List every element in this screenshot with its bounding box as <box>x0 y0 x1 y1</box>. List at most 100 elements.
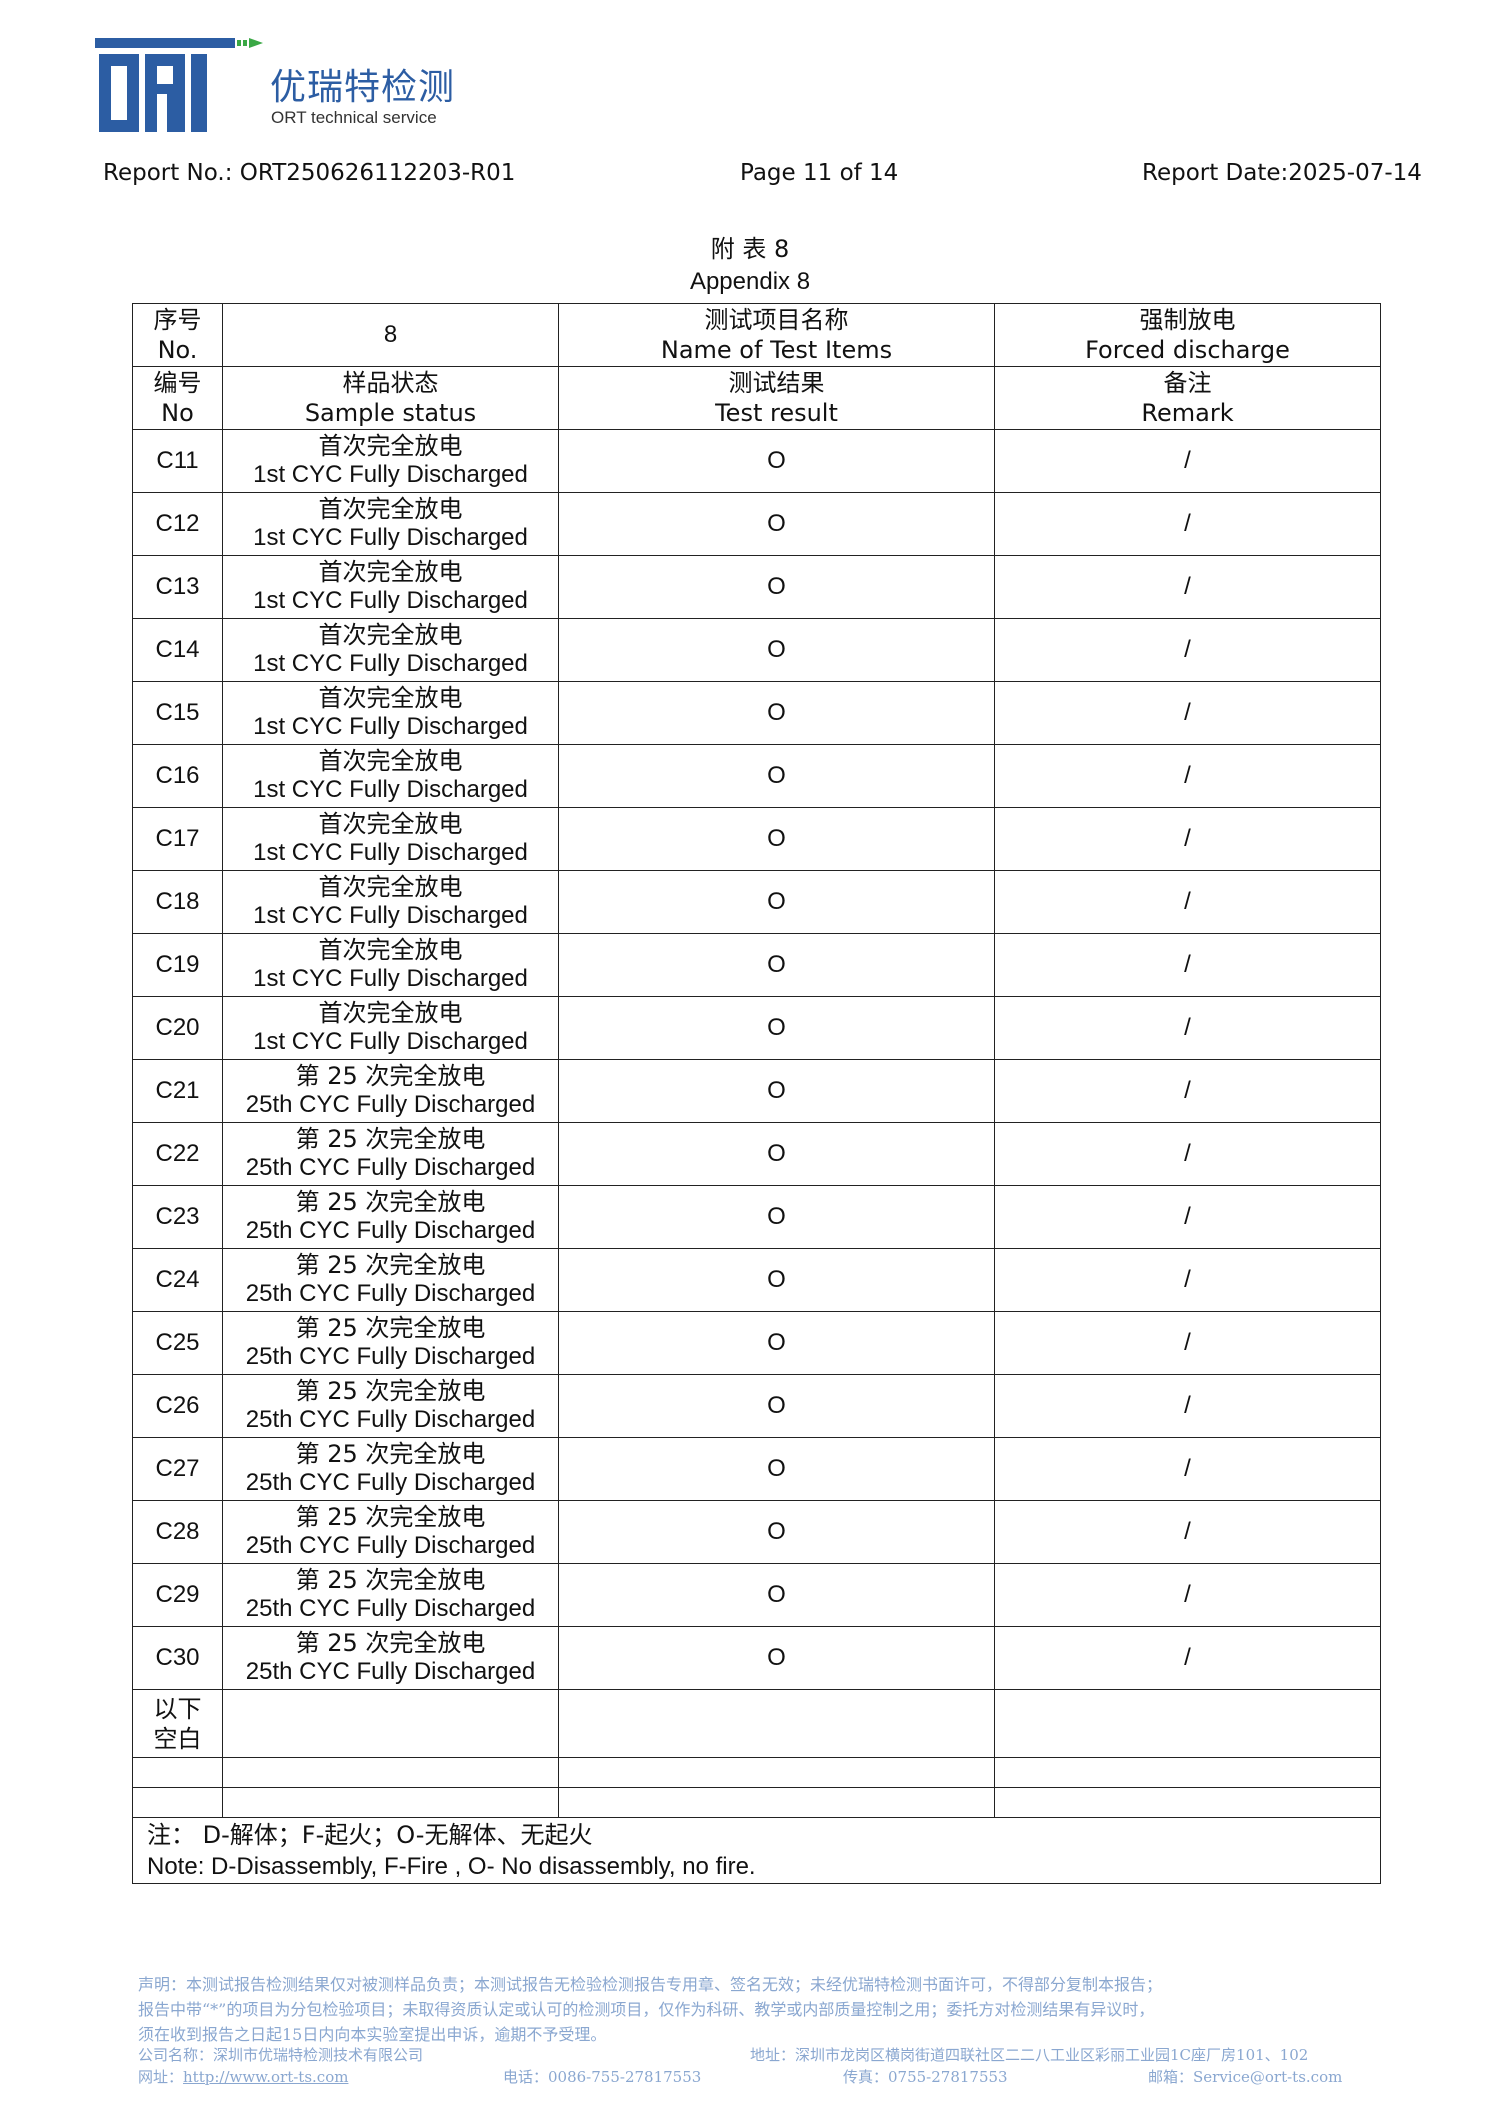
empty-cell <box>222 1787 559 1818</box>
status-header: 样品状态 Sample status <box>222 366 559 430</box>
remark: / <box>994 1185 1381 1249</box>
empty-cell <box>994 1787 1381 1818</box>
sample-id: C25 <box>132 1311 223 1375</box>
sample-id: C15 <box>132 681 223 745</box>
blank-row: 以下 空白 <box>132 1689 1381 1758</box>
header-row-1: 序号 No. 8 测试项目名称 Name of Test Items 强制放电 For… <box>132 303 1381 367</box>
empty-cell <box>222 1689 559 1758</box>
empty-cell <box>132 1787 223 1818</box>
result-header: 测试结果 Test result <box>558 366 995 430</box>
sample-status-en: 1st CYC Fully Discharged <box>253 461 528 488</box>
sample-status-cn: 第 25 次完全放电 <box>295 1503 486 1531</box>
note-row: 注： D-解体；F-起火；O-无解体、无起火 Note: D-Disassembl… <box>132 1817 1381 1884</box>
empty-cell <box>558 1689 995 1758</box>
sample-status-cn: 第 25 次完全放电 <box>295 1251 486 1279</box>
table-row: C24 第 25 次完全放电 25th CYC Fully Discharged … <box>132 1248 1381 1312</box>
note-cn: 注： D-解体；F-起火；O-无解体、无起火 <box>147 1820 593 1849</box>
sample-id: C14 <box>132 618 223 682</box>
remark: / <box>994 1311 1381 1375</box>
website-link[interactable]: http://www.ort-ts.com <box>183 2068 349 2086</box>
id-header: 编号 No <box>132 366 223 430</box>
sample-status: 第 25 次完全放电 25th CYC Fully Discharged <box>222 1374 559 1438</box>
test-result: O <box>558 1311 995 1375</box>
test-result: O <box>558 1437 995 1501</box>
test-result: O <box>558 618 995 682</box>
table-row: C11 首次完全放电 1st CYC Fully Discharged O / <box>132 429 1381 493</box>
sample-status-en: 1st CYC Fully Discharged <box>253 902 528 929</box>
remark-header: 备注 Remark <box>994 366 1381 430</box>
sample-status-cn: 第 25 次完全放电 <box>295 1062 486 1090</box>
sample-status: 首次完全放电 1st CYC Fully Discharged <box>222 933 559 997</box>
blank-label-2: 空白 <box>153 1724 202 1753</box>
sample-status: 第 25 次完全放电 25th CYC Fully Discharged <box>222 1437 559 1501</box>
test-result: O <box>558 429 995 493</box>
test-item-header: 测试项目名称 Name of Test Items <box>558 303 995 367</box>
sample-id: C12 <box>132 492 223 556</box>
table-row: C25 第 25 次完全放电 25th CYC Fully Discharged … <box>132 1311 1381 1375</box>
test-item-value-en: Forced discharge <box>1085 336 1290 364</box>
sample-status-en: 25th CYC Fully Discharged <box>245 1532 536 1559</box>
sample-id: C11 <box>132 429 223 493</box>
test-item-cn: 测试项目名称 <box>704 306 849 334</box>
brand-name-cn: 优瑞特检测 <box>270 67 456 108</box>
header-row-2: 编号 No 样品状态 Sample status 测试结果 Test result 备… <box>132 366 1381 430</box>
table-row: C21 第 25 次完全放电 25th CYC Fully Discharged … <box>132 1059 1381 1123</box>
sample-status: 第 25 次完全放电 25th CYC Fully Discharged <box>222 1185 559 1249</box>
note-en: Note: D-Disassembly, F-Fire , O- No disa… <box>147 1852 756 1880</box>
appendix-title-en: Appendix 8 <box>689 268 811 295</box>
table-row: C19 首次完全放电 1st CYC Fully Discharged O / <box>132 933 1381 997</box>
remark: / <box>994 1122 1381 1186</box>
sample-status: 首次完全放电 1st CYC Fully Discharged <box>222 681 559 745</box>
disclaimer-line-2: 报告中带“*”的项目为分包检验项目；未取得资质认定或认可的检测项目，仅作为科研、… <box>138 2000 1155 2019</box>
remark: / <box>994 996 1381 1060</box>
no-value: 8 <box>222 303 559 367</box>
empty-cell <box>222 1757 559 1788</box>
test-result: O <box>558 1500 995 1564</box>
sample-status-cn: 第 25 次完全放电 <box>295 1440 486 1468</box>
table-row: C27 第 25 次完全放电 25th CYC Fully Discharged … <box>132 1437 1381 1501</box>
sample-id: C16 <box>132 744 223 808</box>
test-result: O <box>558 744 995 808</box>
remark-header-cn: 备注 <box>1163 369 1212 397</box>
sample-status: 第 25 次完全放电 25th CYC Fully Discharged <box>222 1311 559 1375</box>
result-header-cn: 测试结果 <box>728 369 825 397</box>
ort-logo <box>95 38 263 132</box>
remark: / <box>994 870 1381 934</box>
test-result: O <box>558 681 995 745</box>
test-result: O <box>558 1185 995 1249</box>
remark: / <box>994 1374 1381 1438</box>
appendix-title-cn: 附 表 8 <box>710 235 790 263</box>
remark: / <box>994 681 1381 745</box>
id-header-cn: 编号 <box>153 369 202 397</box>
sample-id: C29 <box>132 1563 223 1627</box>
sample-status-en: 1st CYC Fully Discharged <box>253 524 528 551</box>
sample-status-en: 25th CYC Fully Discharged <box>245 1154 536 1181</box>
remark: / <box>994 618 1381 682</box>
test-item-value-cn: 强制放电 <box>1139 306 1236 334</box>
table-row: C15 首次完全放电 1st CYC Fully Discharged O / <box>132 681 1381 745</box>
sample-status-cn: 首次完全放电 <box>318 873 463 901</box>
sample-id: C18 <box>132 870 223 934</box>
remark: / <box>994 492 1381 556</box>
sample-status: 第 25 次完全放电 25th CYC Fully Discharged <box>222 1500 559 1564</box>
no-header-en: No. <box>157 336 198 364</box>
sample-status-en: 1st CYC Fully Discharged <box>253 650 528 677</box>
email: 邮箱：Service@ort-ts.com <box>1148 2068 1343 2086</box>
test-result: O <box>558 870 995 934</box>
table-row: C20 首次完全放电 1st CYC Fully Discharged O / <box>132 996 1381 1060</box>
no-header: 序号 No. <box>132 303 223 367</box>
sample-id: C22 <box>132 1122 223 1186</box>
sample-status-cn: 第 25 次完全放电 <box>295 1188 486 1216</box>
remark: / <box>994 1059 1381 1123</box>
empty-cell <box>994 1757 1381 1788</box>
sample-status-cn: 第 25 次完全放电 <box>295 1314 486 1342</box>
test-result: O <box>558 1248 995 1312</box>
table-row: C22 第 25 次完全放电 25th CYC Fully Discharged … <box>132 1122 1381 1186</box>
remark-header-en: Remark <box>1141 399 1234 427</box>
report-number: Report No.: ORT250626112203-R01 <box>103 160 516 186</box>
remark: / <box>994 1437 1381 1501</box>
table-row: C12 首次完全放电 1st CYC Fully Discharged O / <box>132 492 1381 556</box>
sample-status-en: 25th CYC Fully Discharged <box>245 1595 536 1622</box>
table-row: C18 首次完全放电 1st CYC Fully Discharged O / <box>132 870 1381 934</box>
blank-label-1: 以下 <box>153 1694 202 1723</box>
